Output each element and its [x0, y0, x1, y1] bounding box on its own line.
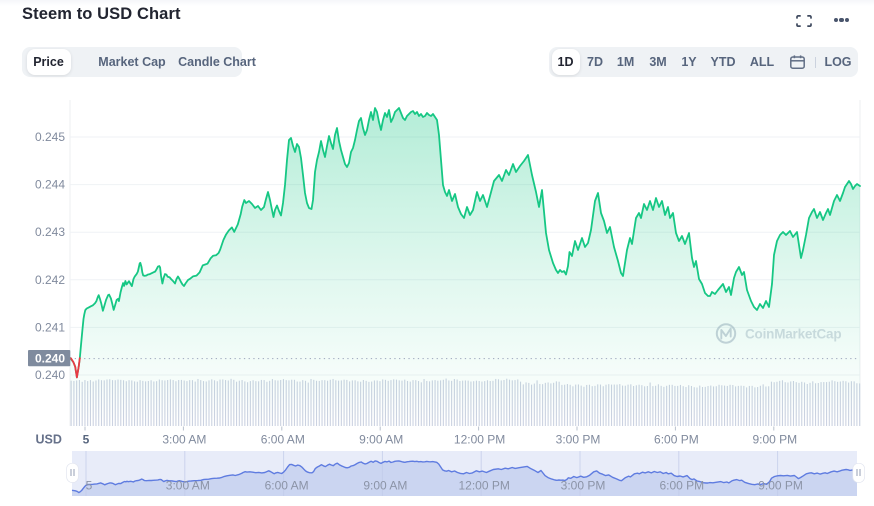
svg-text:0.240: 0.240	[35, 368, 65, 382]
svg-text:12:00 PM: 12:00 PM	[459, 478, 510, 492]
svg-text:6:00 PM: 6:00 PM	[654, 433, 699, 447]
svg-text:6:00 PM: 6:00 PM	[659, 478, 704, 492]
svg-text:3:00 PM: 3:00 PM	[556, 433, 601, 447]
svg-text:3:00 PM: 3:00 PM	[561, 478, 606, 492]
svg-text:12:00 PM: 12:00 PM	[454, 433, 505, 447]
svg-text:0.245: 0.245	[35, 130, 65, 144]
svg-text:9:00 AM: 9:00 AM	[359, 433, 403, 447]
svg-text:0.242: 0.242	[35, 273, 65, 287]
svg-text:9:00 PM: 9:00 PM	[752, 433, 797, 447]
svg-text:5: 5	[86, 478, 93, 492]
svg-text:3:00 AM: 3:00 AM	[162, 433, 206, 447]
svg-text:5: 5	[83, 433, 90, 447]
svg-text:0.241: 0.241	[35, 320, 65, 334]
svg-text:6:00 AM: 6:00 AM	[261, 433, 305, 447]
svg-text:0.244: 0.244	[35, 178, 65, 192]
svg-text:9:00 AM: 9:00 AM	[363, 478, 407, 492]
svg-text:6:00 AM: 6:00 AM	[265, 478, 309, 492]
svg-text:9:00 PM: 9:00 PM	[758, 478, 803, 492]
svg-text:3:00 AM: 3:00 AM	[166, 478, 210, 492]
svg-text:0.240: 0.240	[35, 351, 65, 365]
svg-text:USD: USD	[36, 433, 62, 447]
svg-text:0.243: 0.243	[35, 225, 65, 239]
